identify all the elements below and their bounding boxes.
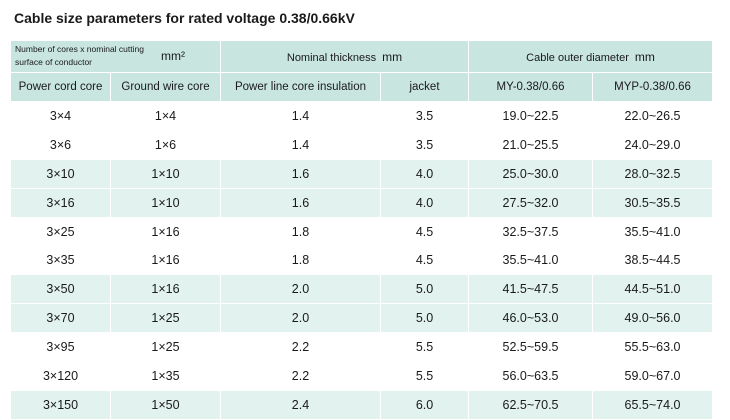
cell-myp-outer-diameter: 28.0~32.5 (592, 158, 714, 189)
cell-myp-outer-diameter: 35.5~41.0 (592, 216, 714, 247)
cell-jacket-thickness: 4.0 (379, 187, 470, 218)
cell-ground-wire-core: 1×25 (110, 332, 221, 363)
cell-jacket-thickness: 5.5 (379, 361, 470, 391)
cell-power-cord-core: 3×150 (10, 389, 111, 420)
header-row-columns: Power cord core Ground wire core Power l… (10, 72, 714, 102)
cell-ground-wire-core: 1×50 (110, 389, 221, 420)
cell-my-outer-diameter: 62.5~70.5 (468, 389, 594, 420)
cell-ground-wire-core: 1×25 (110, 303, 221, 334)
cell-my-outer-diameter: 35.5~41.0 (468, 245, 594, 276)
table-row: 3×25 1×16 1.8 4.5 32.5~37.5 35.5~41.0 (10, 216, 714, 247)
cell-insulation-thickness: 2.0 (220, 303, 381, 334)
table-row: 3×6 1×6 1.4 3.5 21.0~25.5 24.0~29.0 (10, 129, 714, 160)
cell-jacket-thickness: 6.0 (379, 389, 470, 420)
column-header-ground-wire-core: Ground wire core (110, 72, 221, 102)
table-row: 3×120 1×35 2.2 5.5 56.0~63.5 59.0~67.0 (10, 361, 714, 391)
cell-jacket-thickness: 5.0 (379, 303, 470, 334)
cell-my-outer-diameter: 41.5~47.5 (468, 274, 594, 305)
cell-myp-outer-diameter: 55.5~63.0 (592, 332, 714, 363)
table-row: 3×35 1×16 1.8 4.5 35.5~41.0 38.5~44.5 (10, 245, 714, 276)
cell-jacket-thickness: 5.5 (379, 332, 470, 363)
cell-jacket-thickness: 3.5 (379, 101, 470, 131)
cell-power-cord-core: 3×6 (10, 129, 111, 160)
cell-jacket-thickness: 3.5 (379, 129, 470, 160)
header-row-group: Number of cores x nominal cutting surfac… (10, 40, 714, 73)
cell-power-cord-core: 3×25 (10, 216, 111, 247)
cell-ground-wire-core: 1×4 (110, 101, 221, 131)
column-header-insulation: Power line core insulation (220, 72, 381, 102)
cell-myp-outer-diameter: 44.5~51.0 (592, 274, 714, 305)
cell-power-cord-core: 3×120 (10, 361, 111, 391)
column-header-my: MY-0.38/0.66 (468, 72, 594, 102)
cell-power-cord-core: 3×50 (10, 274, 111, 305)
table-row: 3×10 1×10 1.6 4.0 25.0~30.0 28.0~32.5 (10, 158, 714, 189)
table-row: 3×150 1×50 2.4 6.0 62.5~70.5 65.5~74.0 (10, 389, 714, 420)
cell-jacket-thickness: 4.0 (379, 158, 470, 189)
cell-power-cord-core: 3×10 (10, 158, 111, 189)
column-header-myp: MYP-0.38/0.66 (592, 72, 714, 102)
cell-power-cord-core: 3×35 (10, 245, 111, 276)
cell-insulation-thickness: 1.8 (220, 245, 381, 276)
cell-myp-outer-diameter: 30.5~35.5 (592, 187, 714, 218)
cell-my-outer-diameter: 21.0~25.5 (468, 129, 594, 160)
column-header-power-cord-core: Power cord core (10, 72, 111, 102)
table-row: 3×70 1×25 2.0 5.0 46.0~53.0 49.0~56.0 (10, 303, 714, 334)
cell-my-outer-diameter: 32.5~37.5 (468, 216, 594, 247)
header-thickness-unit: mm (382, 49, 403, 64)
column-header-jacket: jacket (379, 72, 470, 102)
header-thickness-label: Nominal thickness (286, 51, 377, 64)
cell-insulation-thickness: 1.6 (220, 187, 381, 218)
header-cores-cell: Number of cores x nominal cutting surfac… (10, 40, 221, 73)
cell-my-outer-diameter: 46.0~53.0 (468, 303, 594, 334)
cell-ground-wire-core: 1×6 (110, 129, 221, 160)
cell-ground-wire-core: 1×35 (110, 361, 221, 391)
cell-my-outer-diameter: 25.0~30.0 (468, 158, 594, 189)
cell-insulation-thickness: 2.2 (220, 332, 381, 363)
page-title: Cable size parameters for rated voltage … (14, 10, 355, 26)
cell-insulation-thickness: 1.6 (220, 158, 381, 189)
header-cores-line2: surface of conductor (15, 57, 93, 67)
table-row: 3×95 1×25 2.2 5.5 52.5~59.5 55.5~63.0 (10, 332, 714, 363)
cell-power-cord-core: 3×4 (10, 101, 111, 131)
cell-myp-outer-diameter: 22.0~26.5 (592, 101, 714, 131)
cell-myp-outer-diameter: 24.0~29.0 (592, 129, 714, 160)
cell-power-cord-core: 3×95 (10, 332, 111, 363)
header-diameter-unit: mm (634, 49, 655, 64)
table-row: 3×50 1×16 2.0 5.0 41.5~47.5 44.5~51.0 (10, 274, 714, 305)
header-diameter-cell: Cable outer diameter mm (468, 40, 714, 73)
cell-myp-outer-diameter: 49.0~56.0 (592, 303, 714, 334)
cell-insulation-thickness: 2.0 (220, 274, 381, 305)
cell-myp-outer-diameter: 59.0~67.0 (592, 361, 714, 391)
cell-insulation-thickness: 1.4 (220, 129, 381, 160)
header-thickness-cell: Nominal thickness mm (219, 40, 470, 73)
cell-jacket-thickness: 5.0 (379, 274, 470, 305)
header-cores-unit: mm² (161, 49, 185, 63)
cell-my-outer-diameter: 56.0~63.5 (468, 361, 594, 391)
cell-my-outer-diameter: 19.0~22.5 (468, 101, 594, 131)
cell-ground-wire-core: 1×10 (110, 187, 221, 218)
cell-my-outer-diameter: 52.5~59.5 (468, 332, 594, 363)
header-cores-line1: Number of cores x nominal cutting (15, 44, 144, 54)
cell-ground-wire-core: 1×16 (110, 274, 221, 305)
cell-power-cord-core: 3×70 (10, 303, 111, 334)
cell-insulation-thickness: 2.2 (220, 361, 381, 391)
cell-my-outer-diameter: 27.5~32.0 (468, 187, 594, 218)
cell-insulation-thickness: 1.8 (220, 216, 381, 247)
cell-myp-outer-diameter: 38.5~44.5 (592, 245, 714, 276)
cell-myp-outer-diameter: 65.5~74.0 (592, 389, 714, 420)
cell-jacket-thickness: 4.5 (379, 216, 470, 247)
header-diameter-label: Cable outer diameter (526, 51, 629, 64)
cell-jacket-thickness: 4.5 (379, 245, 470, 276)
cell-insulation-thickness: 1.4 (220, 101, 381, 131)
cell-insulation-thickness: 2.4 (220, 389, 381, 420)
cell-ground-wire-core: 1×16 (110, 216, 221, 247)
cell-power-cord-core: 3×16 (10, 187, 111, 218)
table-row: 3×4 1×4 1.4 3.5 19.0~22.5 22.0~26.5 (10, 101, 714, 131)
cable-spec-table: Number of cores x nominal cutting surfac… (10, 40, 714, 420)
cell-ground-wire-core: 1×16 (110, 245, 221, 276)
table-row: 3×16 1×10 1.6 4.0 27.5~32.0 30.5~35.5 (10, 187, 714, 218)
cell-ground-wire-core: 1×10 (110, 158, 221, 189)
